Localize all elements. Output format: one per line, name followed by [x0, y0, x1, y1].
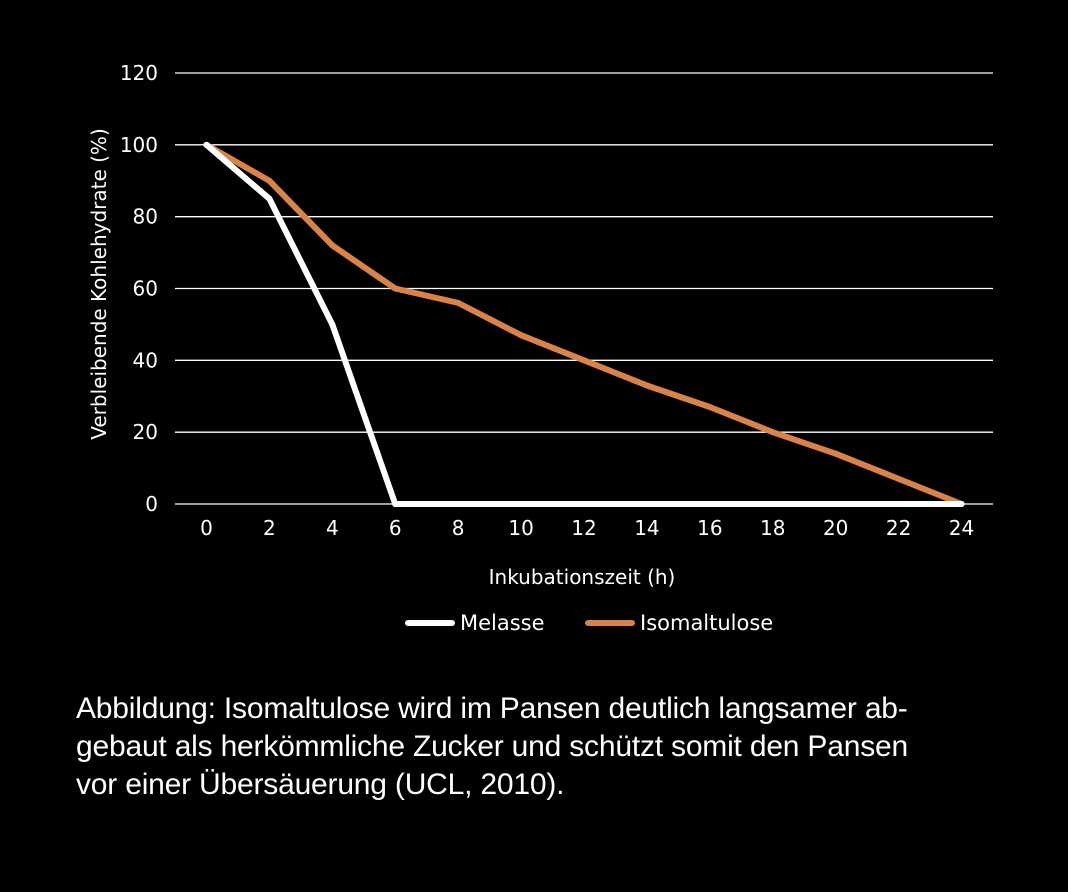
y-tick-label: 80: [133, 205, 158, 229]
x-tick-label: 22: [886, 516, 911, 540]
x-axis-ticks: 0 2 4 6 8 10 12 14 16 18 20 22 24: [200, 516, 974, 540]
y-axis-title: Verbleibende Kohlehydrate (%): [87, 128, 111, 440]
x-tick-label: 2: [263, 516, 276, 540]
x-tick-label: 6: [389, 516, 402, 540]
x-tick-label: 16: [697, 516, 722, 540]
x-tick-label: 18: [760, 516, 785, 540]
data-point-melasse: [958, 501, 965, 507]
caption-line-2: gebaut als herkömmliche Zucker und schüt…: [76, 730, 908, 763]
data-point-isomaltulose: [832, 450, 839, 457]
data-point-isomaltulose: [455, 299, 462, 306]
x-tick-label: 20: [823, 516, 848, 540]
x-tick-label: 12: [571, 516, 596, 540]
data-point-melasse: [392, 501, 399, 507]
data-point-melasse: [643, 501, 650, 507]
data-point-melasse: [203, 141, 210, 148]
caption-line-1: Abbildung: Isomaltulose wird im Pansen d…: [76, 692, 908, 725]
data-point-melasse: [832, 501, 839, 507]
y-tick-label: 120: [120, 61, 158, 85]
legend-label-melasse: Melasse: [460, 611, 545, 635]
data-point-isomaltulose: [895, 475, 902, 482]
y-axis-ticks: 0 20 40 60 80 100 120: [120, 61, 158, 516]
data-point-melasse: [329, 321, 336, 328]
data-point-melasse: [518, 501, 525, 507]
y-tick-label: 60: [133, 277, 158, 301]
x-tick-label: 0: [200, 516, 213, 540]
x-tick-label: 4: [326, 516, 339, 540]
data-point-melasse: [581, 501, 587, 507]
data-point-isomaltulose: [643, 382, 650, 389]
data-point-isomaltulose: [769, 429, 776, 436]
data-point-isomaltulose: [706, 404, 713, 411]
data-point-melasse: [895, 501, 902, 507]
x-tick-label: 8: [452, 516, 465, 540]
x-axis-title: Inkubationszeit (h): [489, 565, 676, 589]
data-point-isomaltulose: [581, 357, 587, 364]
data-point-melasse: [266, 195, 273, 202]
y-tick-label: 0: [145, 492, 158, 516]
figure-caption: Abbildung: Isomaltulose wird im Pansen d…: [76, 690, 1006, 804]
data-point-isomaltulose: [518, 332, 525, 339]
data-point-isomaltulose: [266, 177, 273, 184]
caption-line-3: vor einer Übersäuerung (UCL, 2010).: [76, 768, 565, 801]
y-tick-label: 20: [133, 420, 158, 444]
legend-label-isomaltulose: Isomaltulose: [640, 611, 773, 635]
y-tick-label: 100: [120, 133, 158, 157]
data-point-isomaltulose: [392, 285, 399, 292]
data-point-melasse: [769, 501, 776, 507]
series-line-melasse: [203, 141, 965, 507]
data-series: [203, 141, 965, 507]
series-line-isomaltulose: [203, 141, 965, 507]
data-point-melasse: [706, 501, 713, 507]
gridlines: [175, 72, 993, 505]
x-tick-label: 10: [508, 516, 533, 540]
x-tick-label: 24: [949, 516, 974, 540]
data-point-isomaltulose: [329, 242, 336, 249]
y-tick-label: 40: [133, 348, 158, 372]
x-tick-label: 14: [634, 516, 659, 540]
legend: Melasse Isomaltulose: [405, 611, 773, 635]
data-point-melasse: [455, 501, 462, 507]
